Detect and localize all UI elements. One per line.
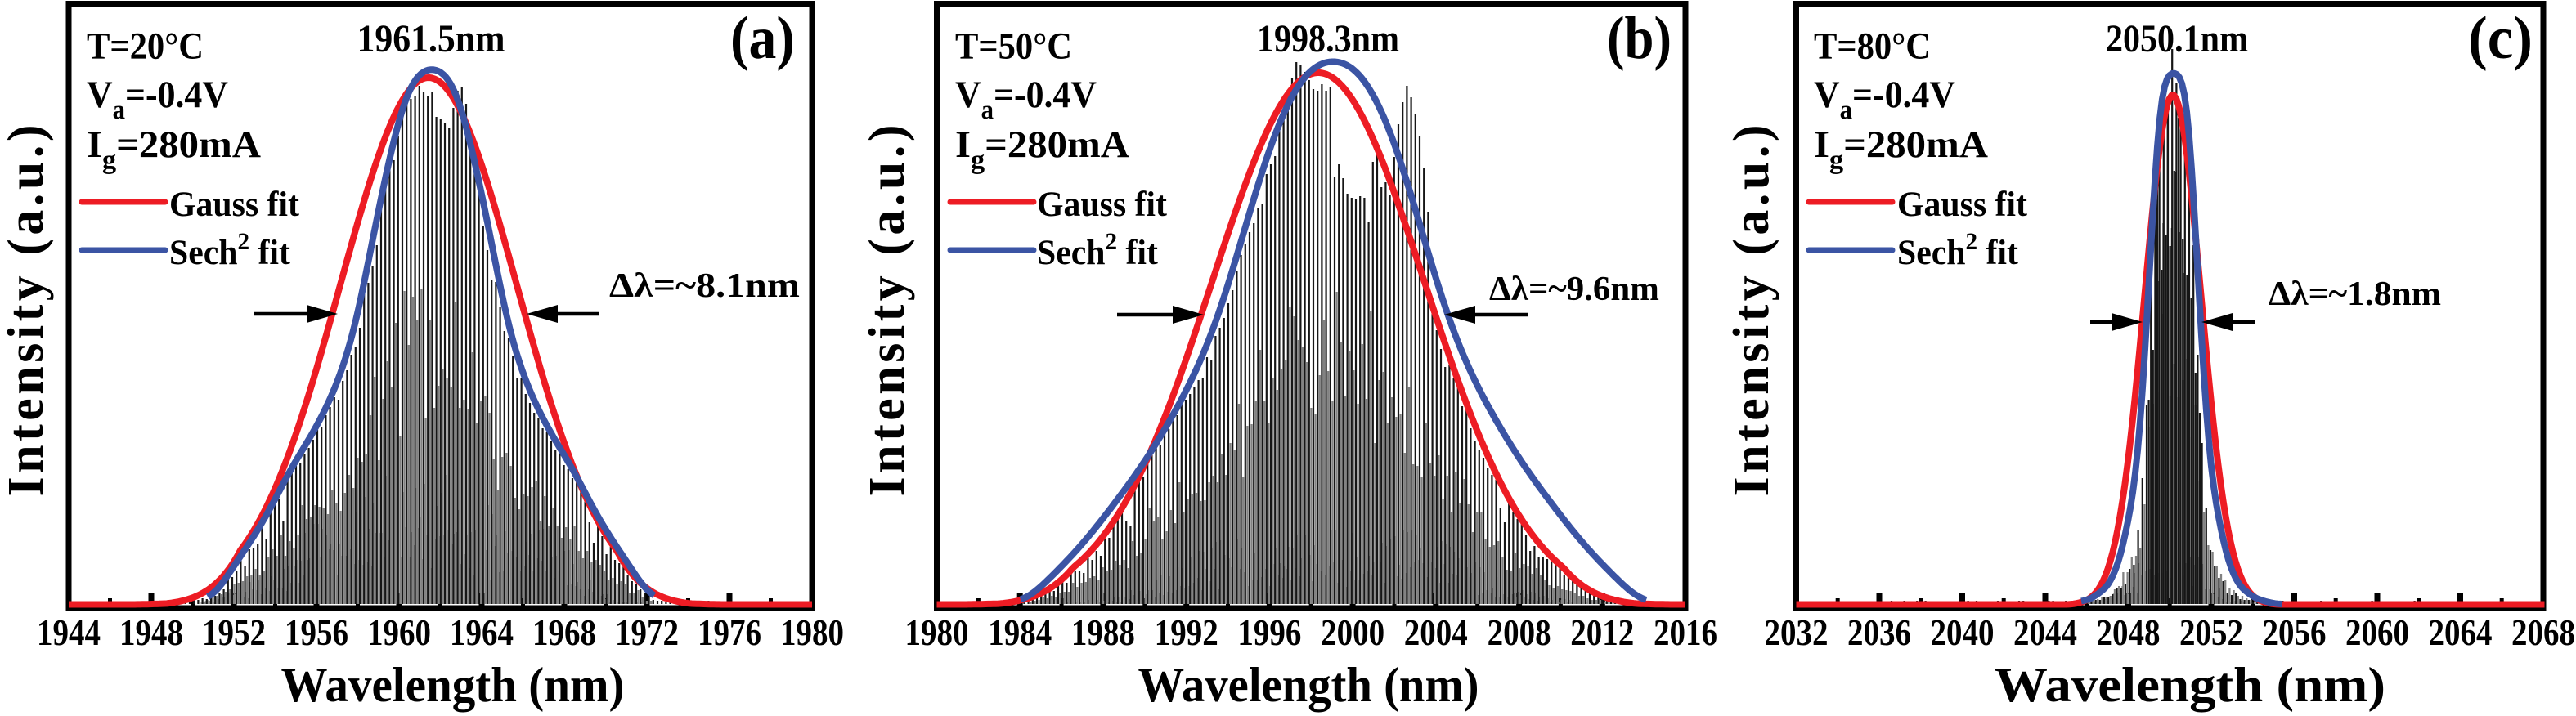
svg-text:2004: 2004 xyxy=(1404,612,1468,653)
svg-text:1961.5nm: 1961.5nm xyxy=(357,17,505,60)
svg-text:1952: 1952 xyxy=(202,612,266,653)
svg-text:Gauss fit: Gauss fit xyxy=(169,185,299,224)
svg-text:1976: 1976 xyxy=(698,612,761,653)
svg-text:2016: 2016 xyxy=(1654,612,1717,653)
svg-text:2056: 2056 xyxy=(2263,612,2327,653)
svg-text:1968: 1968 xyxy=(532,612,596,653)
svg-text:Sech2 fit: Sech2 fit xyxy=(1897,229,2018,273)
svg-text:Δλ=~8.1nm: Δλ=~8.1nm xyxy=(609,266,800,305)
svg-text:1956: 1956 xyxy=(285,612,348,653)
svg-text:2068: 2068 xyxy=(2511,612,2575,653)
svg-text:2040: 2040 xyxy=(1931,612,1995,653)
svg-text:(c): (c) xyxy=(2468,5,2533,72)
svg-text:2060: 2060 xyxy=(2345,612,2409,653)
svg-text:1988: 1988 xyxy=(1071,612,1135,653)
svg-text:T=50°C: T=50°C xyxy=(955,25,1072,67)
svg-text:2012: 2012 xyxy=(1570,612,1634,653)
svg-text:1996: 1996 xyxy=(1237,612,1301,653)
svg-text:1984: 1984 xyxy=(988,612,1052,653)
svg-text:(b): (b) xyxy=(1607,5,1672,72)
svg-text:Intensity (a.u.): Intensity (a.u.) xyxy=(1724,125,1779,497)
svg-text:Wavelength (nm): Wavelength (nm) xyxy=(1995,658,2385,712)
svg-text:1944: 1944 xyxy=(37,612,101,653)
svg-text:Gauss fit: Gauss fit xyxy=(1037,185,1167,224)
svg-text:T=20°C: T=20°C xyxy=(87,25,204,67)
svg-text:1992: 1992 xyxy=(1155,612,1218,653)
svg-text:T=80°C: T=80°C xyxy=(1814,25,1931,67)
svg-text:Intensity (a.u.): Intensity (a.u.) xyxy=(0,125,54,497)
svg-text:2032: 2032 xyxy=(1765,612,1829,653)
svg-text:2008: 2008 xyxy=(1488,612,1551,653)
svg-text:2044: 2044 xyxy=(2013,612,2077,653)
svg-text:Wavelength (nm): Wavelength (nm) xyxy=(281,658,625,712)
svg-text:1980: 1980 xyxy=(780,612,844,653)
svg-text:Δλ=~1.8nm: Δλ=~1.8nm xyxy=(2269,275,2441,313)
svg-text:2050.1nm: 2050.1nm xyxy=(2106,17,2248,60)
svg-text:Wavelength (nm): Wavelength (nm) xyxy=(1138,658,1479,712)
svg-text:1964: 1964 xyxy=(450,612,514,653)
svg-text:1948: 1948 xyxy=(119,612,183,653)
svg-text:Sech2 fit: Sech2 fit xyxy=(169,229,290,273)
svg-text:Δλ=~9.6nm: Δλ=~9.6nm xyxy=(1489,270,1659,307)
svg-text:2036: 2036 xyxy=(1847,612,1911,653)
svg-text:2064: 2064 xyxy=(2429,612,2493,653)
svg-text:Sech2 fit: Sech2 fit xyxy=(1037,229,1158,273)
svg-text:2000: 2000 xyxy=(1321,612,1384,653)
svg-text:(a): (a) xyxy=(730,5,795,72)
svg-text:2052: 2052 xyxy=(2179,612,2243,653)
svg-text:Intensity (a.u.): Intensity (a.u.) xyxy=(859,125,915,497)
svg-text:2048: 2048 xyxy=(2097,612,2161,653)
svg-text:1980: 1980 xyxy=(905,612,969,653)
svg-text:1998.3nm: 1998.3nm xyxy=(1257,17,1399,60)
svg-text:1960: 1960 xyxy=(367,612,431,653)
svg-text:1972: 1972 xyxy=(615,612,679,653)
svg-text:Gauss fit: Gauss fit xyxy=(1897,185,2027,224)
